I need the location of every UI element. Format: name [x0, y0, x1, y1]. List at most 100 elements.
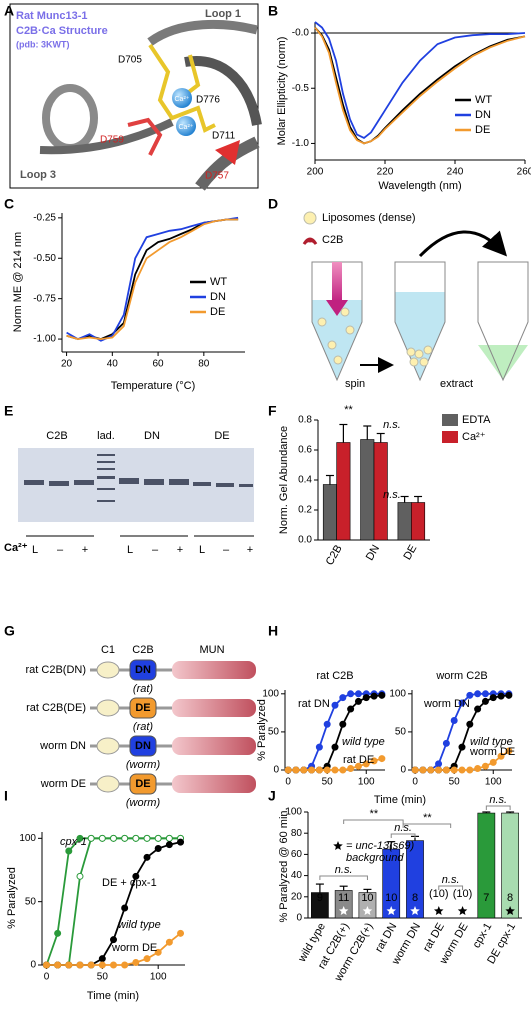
c1-domain [96, 699, 120, 717]
point [347, 690, 355, 698]
group-label: C2B [46, 430, 67, 442]
ion [172, 88, 192, 108]
point [466, 720, 474, 728]
point [65, 961, 73, 969]
bracket [438, 885, 464, 890]
title: Rat Munc13-1 [16, 10, 88, 22]
point [362, 694, 370, 702]
panel-label: B [268, 3, 278, 19]
c1-domain [96, 661, 120, 679]
point [121, 904, 129, 912]
series-label: worm DE [469, 746, 515, 758]
legend-label: DN [475, 109, 491, 121]
rect [24, 480, 44, 485]
series-label: wild type [470, 736, 513, 748]
legend-text: C2B [322, 234, 343, 246]
circle [327, 340, 337, 350]
group-label: lad. [97, 430, 115, 442]
point [362, 760, 370, 768]
y-tick-label: 100 [389, 688, 406, 699]
y-tick-label: 20 [291, 891, 303, 902]
point [370, 692, 378, 700]
y-tick-label: -0.5 [292, 83, 310, 94]
construct-name: rat C2B(DE) [26, 702, 86, 714]
point [54, 929, 62, 937]
bar [397, 502, 412, 541]
arrow [332, 262, 342, 302]
point [65, 847, 73, 855]
n-label: 8 [412, 892, 418, 904]
x-tick-label: 80 [198, 359, 210, 370]
domain-header: C1 [101, 644, 115, 656]
point [474, 764, 482, 772]
annotation: n.s. [383, 419, 401, 431]
construct-name: worm DN [39, 740, 86, 752]
bracket [402, 823, 452, 828]
point [450, 766, 458, 774]
point [458, 743, 466, 751]
lane-label: – [152, 544, 159, 556]
construct-name: rat C2B(DN) [25, 664, 86, 676]
point [435, 760, 443, 768]
legend-text: Liposomes (dense) [322, 212, 416, 224]
title: C2B·Ca Structure [16, 25, 108, 37]
annotation: n.s. [489, 794, 507, 806]
point [76, 872, 84, 880]
point [450, 716, 458, 724]
point [339, 720, 347, 728]
series-label: cpx-1 [60, 836, 87, 848]
panel-label: D [268, 196, 278, 212]
n-label: 11 [338, 892, 349, 904]
mun-domain [172, 737, 256, 755]
ion-label: Ca²⁺ [175, 96, 190, 103]
rect [144, 479, 164, 485]
y-tick-label: -0.50 [33, 253, 56, 264]
c2b-domain [129, 773, 157, 795]
x-axis-label: Time (min) [374, 794, 426, 806]
y-tick-label: -0.25 [33, 212, 56, 223]
point [378, 755, 386, 763]
y-tick-label: 0.0 [298, 535, 312, 546]
legend-label: WT [475, 94, 492, 106]
n-label: 9 [317, 892, 323, 904]
species-label: (rat) [133, 721, 154, 733]
domain-label: DE [135, 778, 150, 790]
step: spin [345, 378, 365, 390]
x-tick-label: 0 [44, 972, 50, 983]
legend-swatch [442, 431, 458, 443]
point [331, 766, 339, 774]
y-tick-label: 0.8 [298, 415, 312, 426]
panel-d: Liposomes (dense) C2B spin extract [302, 211, 529, 390]
point [505, 747, 513, 755]
bracket [319, 875, 368, 880]
x-tick-label: 50 [322, 777, 334, 788]
point [331, 701, 339, 709]
point [419, 766, 427, 774]
ribbon [39, 118, 174, 155]
x-tick-label: 100 [150, 972, 167, 983]
x-tick-label: 220 [377, 167, 394, 178]
panel-label: H [268, 623, 278, 639]
panel-a: Rat Munc13-1 C2B·Ca Structure (pdb: 3KWT… [9, 3, 262, 191]
c1-domain [96, 737, 120, 755]
legend-swatch [442, 414, 458, 426]
annotation: ** [344, 404, 353, 416]
side-chain [215, 140, 240, 165]
bracket [343, 819, 404, 824]
c1-domain [96, 775, 120, 793]
liquid [478, 345, 528, 380]
point [489, 694, 497, 702]
point [177, 929, 185, 937]
point [323, 720, 331, 728]
point [308, 766, 316, 774]
point [110, 834, 117, 842]
lane-label: L [199, 544, 205, 556]
point [121, 961, 129, 969]
x-tick-label: 200 [307, 167, 324, 178]
y-tick-label: 100 [285, 807, 302, 818]
point [165, 938, 173, 946]
point [177, 838, 185, 846]
point [354, 697, 362, 705]
circle [345, 325, 355, 335]
n-label: (10) [453, 888, 473, 900]
